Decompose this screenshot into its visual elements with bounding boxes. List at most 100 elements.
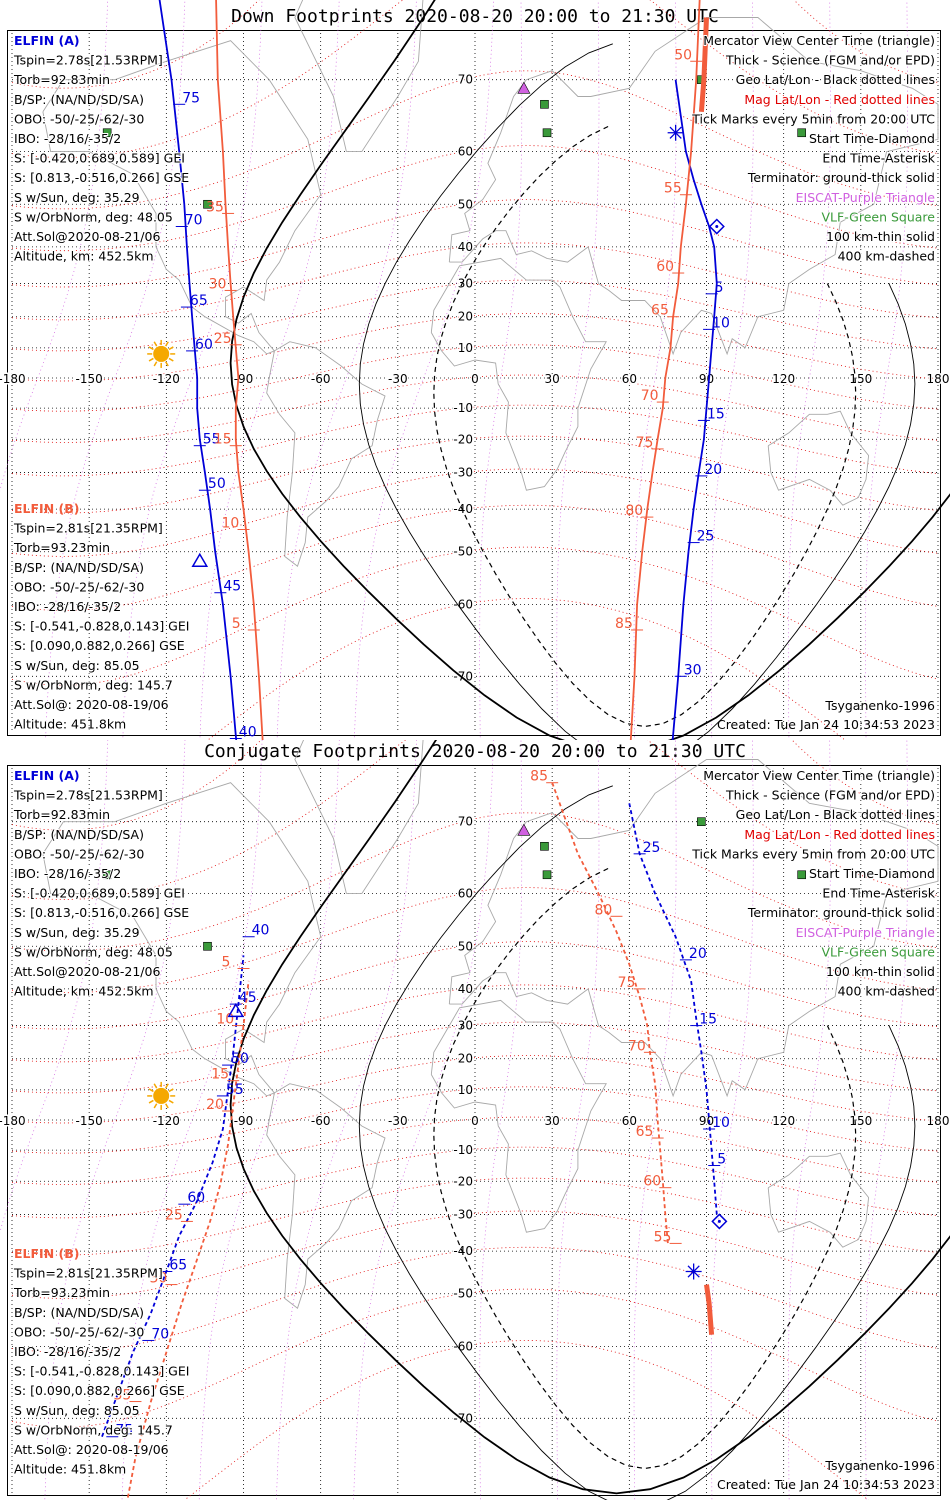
start-diamond-icon (711, 1213, 728, 1230)
elfin-a-info-line: OBO: -50/-25/-62/-30 (14, 846, 144, 861)
vlf-square-icon (540, 99, 549, 109)
legend-line: 100 km-thin solid (826, 229, 935, 244)
legend-line: End Time-Asterisk (822, 886, 935, 901)
mag-parallel (11, 1288, 939, 1428)
elfin-a-info-line: Altitude, km: 452.5km (14, 984, 154, 999)
model-name: Tsyganenko-1996 (824, 698, 935, 713)
lat-tick-label: -30 (453, 465, 473, 479)
terminator-100km (358, 785, 916, 1500)
terminator-ground (229, 740, 950, 1495)
mag-parallel (11, 740, 939, 831)
mag-meridian (633, 0, 677, 740)
elfin-a-tick-label: 50 (231, 1051, 249, 1067)
elfin-a-tick-label: 45 (239, 990, 257, 1006)
continent-outline (767, 1152, 870, 1248)
lon-tick-label: -180 (0, 372, 26, 386)
lon-tick-label: -30 (388, 1114, 408, 1128)
lat-tick-label: 20 (458, 310, 473, 324)
mag-meridian (44, 740, 186, 1500)
vlf-square-icon (797, 870, 806, 880)
lon-tick-label: 150 (849, 372, 872, 386)
elfin-a-track-west (158, 0, 238, 740)
elfin-b-tick-label: 80 (625, 503, 643, 519)
lat-tick-label: -40 (453, 1244, 473, 1258)
elfin-b-tick-label: 5 (232, 616, 241, 632)
elfin-a-track-east (628, 803, 718, 1215)
elfin-a-tick-label: 65 (190, 293, 208, 309)
lon-tick-label: 0 (471, 1114, 479, 1128)
legend-line: VLF-Green Square (821, 209, 935, 224)
lat-tick-label: 70 (458, 73, 473, 87)
lat-tick-label: -60 (453, 1339, 473, 1353)
lon-tick-label: 180 (927, 372, 950, 386)
panel-title: Down Footprints 2020-08-20 20:00 to 21:3… (231, 6, 719, 27)
lat-tick-label: 30 (458, 277, 473, 291)
mag-parallel (11, 546, 939, 686)
start-diamond-icon (708, 218, 725, 235)
elfin-b-info-line: Torb=93.23min (13, 1285, 110, 1300)
mag-parallel (11, 344, 939, 412)
mag-parallel (11, 468, 939, 557)
elfin-b-info-line: Altitude: 451.8km (14, 717, 126, 732)
map-grid-layer: -180 -150 -120 -90 -60 -30 0 30 60 90 120 150 180 70 6… (0, 740, 950, 1500)
lat-tick-label: 30 (458, 1019, 473, 1033)
continent-outline (448, 17, 939, 356)
lat-tick-label: -70 (453, 1411, 473, 1425)
mag-meridian (276, 0, 417, 740)
elfin-a-info-line: Att.Sol@2020-08-21/06 (14, 229, 160, 244)
mag-parallel (11, 887, 939, 994)
legend-line: EISCAT-Purple Triangle (796, 190, 936, 205)
elfin-b-tick-label: 80 (594, 902, 612, 918)
elfin-a-name: ELFIN (A) (14, 33, 80, 48)
vlf-square-icon (542, 870, 552, 880)
elfin-b-tick-label: 75 (636, 435, 654, 451)
elfin-b-tick-label: 30 (209, 276, 227, 292)
elfin-a-tick-label: 40 (252, 923, 270, 939)
legend-line: Start Time-Diamond (809, 866, 935, 881)
continent-outline (430, 999, 607, 1233)
elfin-a-info-line: Att.Sol@2020-08-21/06 (14, 964, 160, 979)
down-footprints-panel: Down Footprints 2020-08-20 20:00 to 21:3… (0, 0, 950, 740)
sun-icon (153, 345, 170, 362)
elfin-a-info-line: S: [-0.420,0.689,0.589] GEI (14, 886, 185, 901)
elfin-a-info-line: OBO: -50/-25/-62/-30 (14, 111, 144, 126)
down-footprints-figure: Down Footprints 2020-08-20 20:00 to 21:3… (0, 0, 950, 740)
elfin-b-tick-label: 70 (641, 388, 659, 404)
elfin-b-tick-label: 20 (206, 1097, 224, 1113)
lon-tick-label: -60 (311, 1114, 331, 1128)
elfin-b-tick-label: 85 (530, 769, 548, 785)
lon-tick-label: -120 (153, 372, 180, 386)
mag-parallel (11, 1116, 939, 1185)
elfin-b-name: ELFIN (B) (14, 1246, 79, 1261)
elfin-b-info-line: Tspin=2.81s[21.35RPM] (13, 1266, 163, 1281)
eiscat-triangle-icon (517, 823, 531, 836)
lat-tick-label: 70 (458, 815, 473, 829)
elfin-b-tick-label: 15 (214, 432, 232, 448)
end-asterisk-icon (687, 1265, 700, 1278)
elfin-b-track-west (215, 0, 264, 740)
footprint-tracks-layer: 4045505560657075252015105510152025303585… (101, 769, 730, 1500)
vlf-square-icon (203, 199, 212, 209)
legend-line: Mag Lat/Lon - Red dotted lines (744, 827, 935, 842)
mag-meridian (0, 0, 109, 492)
elfin-a-tick-label: 45 (223, 579, 241, 595)
lat-tick-label: 20 (458, 1052, 473, 1066)
view-center-triangle (191, 552, 209, 568)
elfin-b-info-line: B/SP: (NA/ND/SD/SA) (14, 560, 144, 575)
elfin-b-tick-label: 30 (149, 1271, 167, 1287)
legend-line: Terminator: ground-thick solid (747, 170, 935, 185)
lat-tick-label: -50 (453, 545, 473, 559)
legend-line: 100 km-thin solid (826, 964, 935, 979)
geo-features-layer (42, 0, 950, 740)
elfin-b-info-line: S w/OrbNorm, deg: 145.7 (14, 1422, 173, 1437)
mag-parallel (11, 374, 939, 443)
elfin-a-info-line: B/SP: (NA/ND/SD/SA) (14, 92, 144, 107)
elfin-a-tick-label: 50 (208, 476, 226, 492)
continent-outline (266, 1083, 386, 1309)
footprint-tracks-layer: 7570656055504540510152025303530251510550… (158, 0, 730, 740)
lat-tick-label: -70 (453, 669, 473, 683)
lat-tick-label: 50 (458, 939, 473, 953)
lon-tick-label: -30 (388, 372, 408, 386)
elfin-a-tick-label: 75 (182, 90, 200, 106)
info-text-layer: ELFIN (A) Tspin=2.78s[21.53RPM] Torb=92.83… (12, 32, 937, 733)
